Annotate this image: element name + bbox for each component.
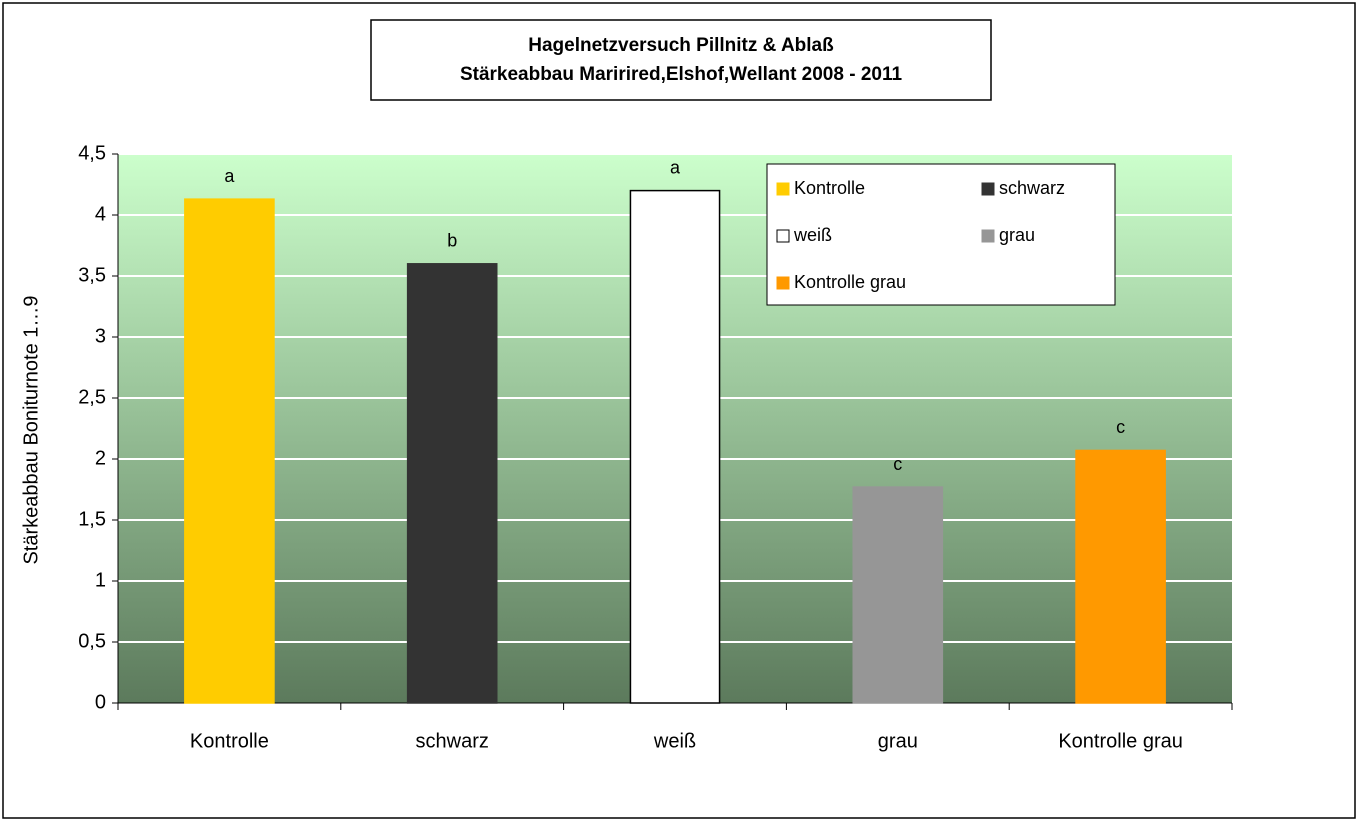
- annotation: a: [670, 157, 681, 177]
- legend-label: schwarz: [999, 178, 1065, 198]
- legend-label: Kontrolle grau: [794, 272, 906, 292]
- legend-label: grau: [999, 225, 1035, 245]
- y-tick-label: 2: [95, 447, 106, 469]
- bar: [184, 198, 275, 704]
- y-tick-label: 3,5: [78, 264, 106, 286]
- legend-label: Kontrolle: [794, 178, 865, 198]
- title-box: [370, 19, 992, 101]
- annotation: a: [224, 166, 235, 186]
- legend-swatch: [776, 182, 790, 196]
- y-tick-label: 1,5: [78, 508, 106, 530]
- y-tick-label: 4: [95, 203, 106, 225]
- legend-swatch: [776, 229, 790, 243]
- y-axis-label: Stärkeabbau Boniturnote 1…9: [20, 295, 42, 564]
- y-tick-label: 3: [95, 325, 106, 347]
- chart-title: Hagelnetzversuch Pillnitz & Ablaß: [528, 35, 834, 56]
- annotation: b: [447, 231, 457, 251]
- y-tick-label: 1: [95, 569, 106, 591]
- x-tick-label: schwarz: [416, 730, 489, 752]
- y-tick-label: 2,5: [78, 386, 106, 408]
- x-tick-label: Kontrolle grau: [1058, 730, 1183, 752]
- annotation: c: [1116, 417, 1125, 437]
- legend-box: [766, 163, 1116, 306]
- x-tick-label: weiß: [653, 730, 696, 752]
- legend-swatch: [981, 182, 995, 196]
- y-tick-label: 0: [95, 691, 106, 713]
- bar: [1075, 449, 1166, 704]
- bar: [406, 263, 498, 704]
- chart-title: Stärkeabbau Maririred,Elshof,Wellant 200…: [460, 64, 903, 85]
- y-tick-label: 4,5: [78, 142, 106, 164]
- annotation: c: [893, 454, 902, 474]
- legend-label: weiß: [793, 225, 832, 245]
- legend-swatch: [776, 276, 790, 290]
- x-tick-label: Kontrolle: [190, 730, 269, 752]
- x-tick-label: grau: [878, 730, 918, 752]
- legend-swatch: [981, 229, 995, 243]
- bar: [852, 486, 944, 704]
- y-tick-label: 0,5: [78, 630, 106, 652]
- bar: [629, 189, 721, 704]
